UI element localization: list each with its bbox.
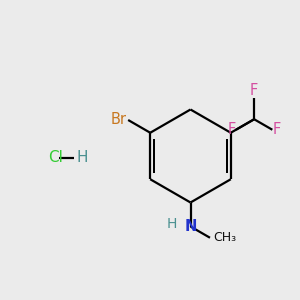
Text: H: H: [167, 217, 177, 230]
Text: Cl: Cl: [48, 150, 63, 165]
Text: H: H: [76, 150, 88, 165]
Text: Br: Br: [111, 112, 127, 128]
Text: CH₃: CH₃: [213, 231, 236, 244]
Text: F: F: [272, 122, 281, 137]
Text: N: N: [184, 219, 197, 234]
Text: F: F: [250, 83, 258, 98]
Text: F: F: [228, 122, 236, 137]
